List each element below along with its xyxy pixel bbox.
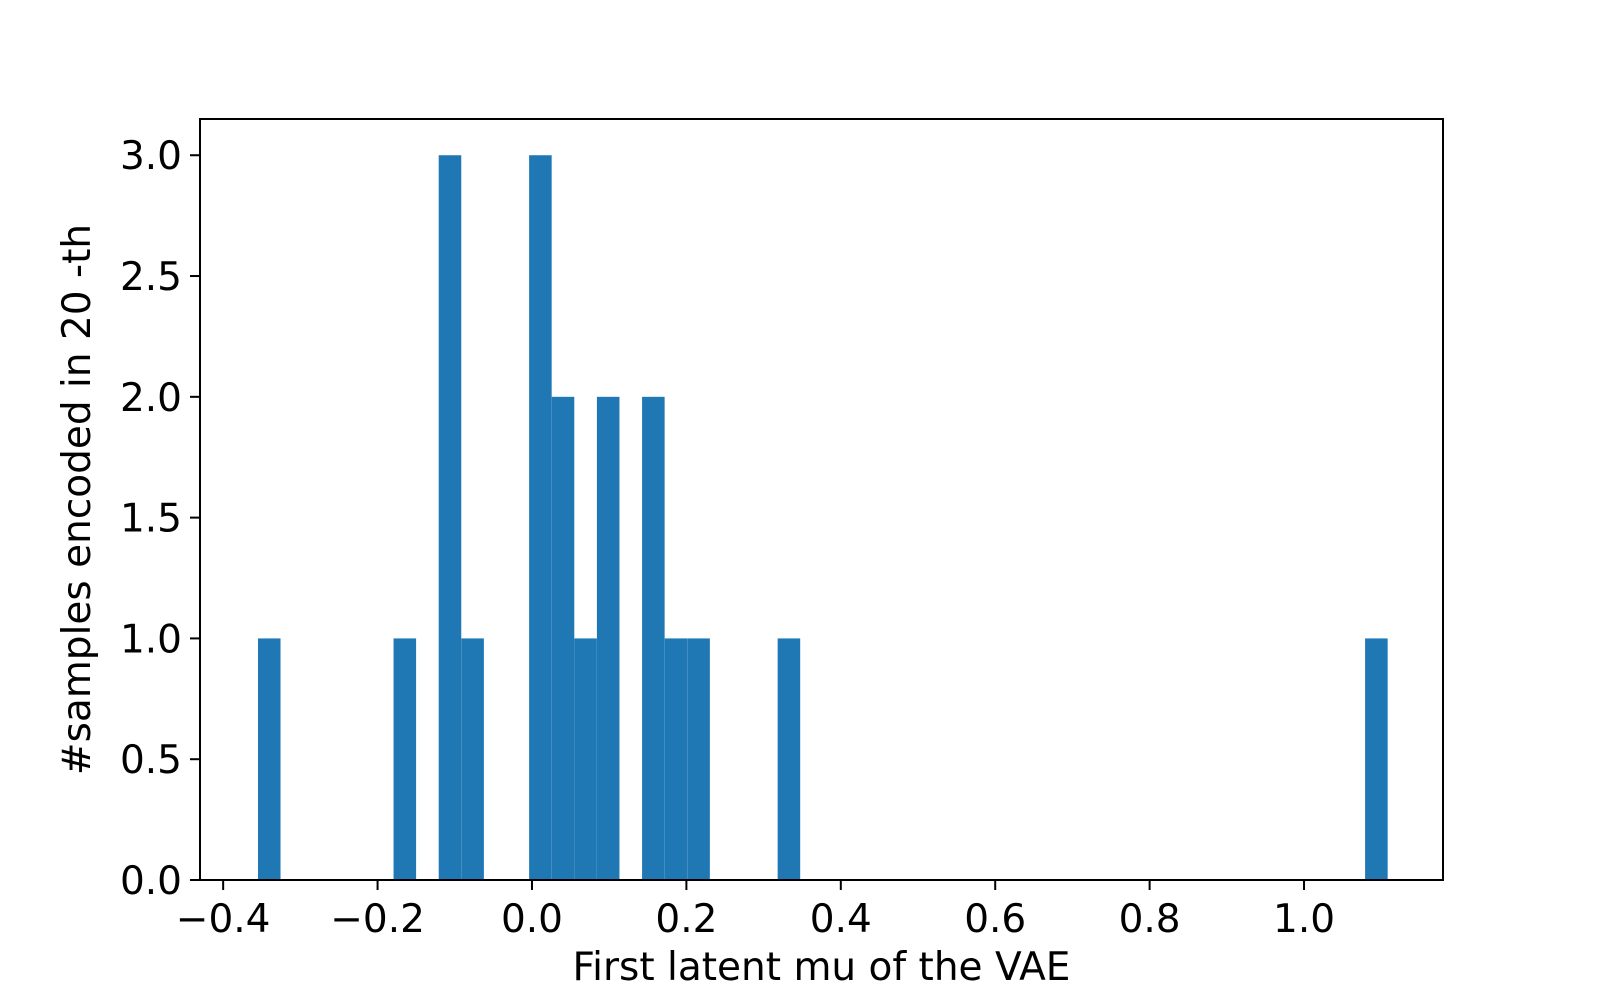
y-tick-label: 2.0 — [120, 376, 182, 421]
x-tick-label: −0.2 — [330, 897, 425, 942]
histogram-bar — [551, 396, 575, 880]
x-tick-label: 0.0 — [501, 897, 563, 942]
y-tick-label: 0.5 — [120, 738, 182, 783]
histogram-bar — [438, 155, 462, 880]
histogram-bar — [664, 638, 688, 880]
x-tick-label: 0.6 — [964, 897, 1026, 942]
x-tick-label: 1.0 — [1273, 897, 1335, 942]
histogram-bar — [596, 396, 620, 880]
y-tick-label: 1.0 — [120, 617, 182, 662]
histogram-bar — [393, 638, 417, 880]
x-tick-label: 0.2 — [655, 897, 717, 942]
x-axis-label: First latent mu of the VAE — [573, 945, 1071, 988]
histogram-bar — [574, 638, 597, 880]
histogram-bar — [687, 638, 710, 880]
plot-frame — [199, 118, 1444, 881]
x-axis-ticks: −0.4 −0.2 0.0 0.2 0.4 0.6 0.8 1.0 — [176, 880, 1335, 942]
bars-group — [257, 155, 1388, 880]
y-tick-label: 0.0 — [120, 859, 182, 904]
x-tick-label: 0.4 — [810, 897, 872, 942]
y-tick-label: 1.5 — [120, 497, 182, 542]
y-axis-ticks: 0.0 0.5 1.0 1.5 2.0 2.5 3.0 — [120, 134, 200, 904]
histogram-bar — [777, 638, 801, 880]
x-tick-label: −0.4 — [176, 897, 271, 942]
histogram-bar — [257, 638, 281, 880]
histogram-bar — [642, 396, 665, 880]
y-axis-label: #samples encoded in 20 -th — [55, 224, 100, 775]
histogram-bar — [529, 155, 552, 880]
y-tick-label: 2.5 — [120, 255, 182, 300]
histogram-bar — [1365, 638, 1388, 880]
x-tick-label: 0.8 — [1119, 897, 1181, 942]
histogram-bar — [461, 638, 484, 880]
y-tick-label: 3.0 — [120, 134, 182, 179]
